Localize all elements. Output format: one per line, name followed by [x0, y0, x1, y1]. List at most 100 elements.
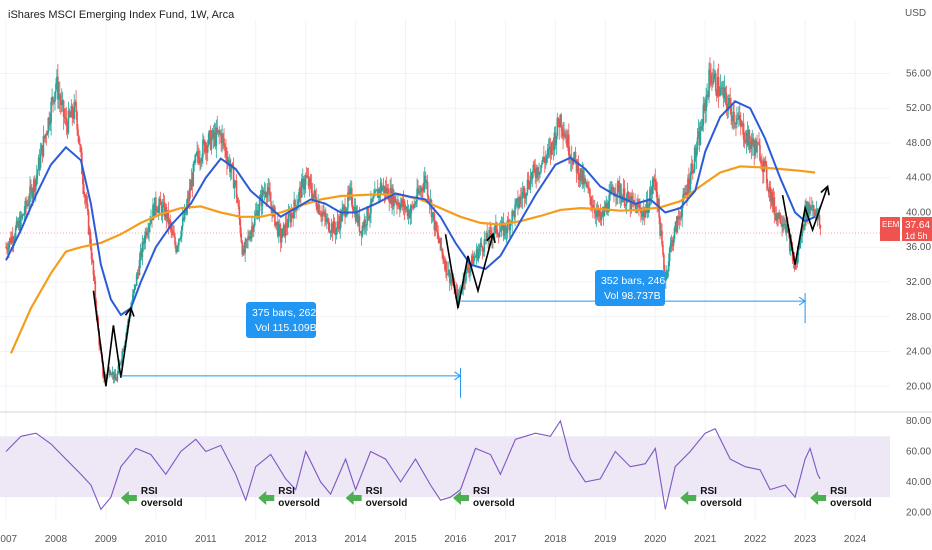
x-tick-label: 2015 — [394, 534, 417, 545]
candle-body — [811, 207, 813, 209]
candle-body — [44, 134, 47, 139]
candle-body — [785, 224, 787, 233]
candle-body — [110, 373, 113, 375]
candle-body — [577, 162, 580, 180]
candle-body — [204, 145, 207, 153]
candle-body — [657, 199, 659, 206]
candle-body — [82, 174, 84, 185]
candle-body — [600, 215, 603, 221]
candle-body — [154, 197, 156, 218]
candle-body — [522, 188, 525, 192]
candle-body — [394, 195, 396, 203]
candle-body — [673, 228, 676, 240]
candle-body — [72, 117, 75, 119]
candle-body — [300, 187, 302, 198]
candle-body — [694, 147, 697, 158]
candle-body — [155, 208, 158, 212]
zigzag-arrowhead — [486, 232, 496, 244]
candle-body — [665, 270, 668, 280]
candle-body — [557, 117, 560, 126]
y-tick-label: 56.00 — [906, 68, 931, 79]
candle-body — [269, 192, 271, 202]
candle-body — [86, 203, 89, 212]
candle-body — [669, 243, 672, 249]
candle-body — [646, 199, 649, 214]
left-arrow-icon — [810, 491, 827, 505]
candle-body — [226, 156, 228, 164]
candle-body — [192, 164, 195, 187]
candle-body — [533, 164, 536, 169]
candle-body — [150, 218, 152, 224]
candle-body — [229, 169, 232, 173]
candle-body — [541, 162, 543, 165]
candle-body — [329, 232, 332, 233]
candle-body — [477, 250, 480, 260]
candle-body — [502, 221, 505, 237]
candle-body — [591, 204, 593, 206]
candle-body — [140, 250, 143, 258]
candle-body — [747, 130, 750, 146]
candle-body — [668, 248, 671, 262]
candle-body — [691, 163, 694, 173]
candle-body — [804, 205, 806, 226]
candle-body — [444, 262, 446, 270]
fast-moving-average — [5, 100, 816, 317]
candle-body — [73, 102, 75, 119]
candle-body — [738, 115, 740, 119]
currency-label: USD — [905, 8, 926, 19]
candle-body — [655, 182, 658, 192]
candle-body — [798, 247, 801, 249]
x-tick-label: 2012 — [245, 534, 268, 545]
candle-body — [247, 236, 249, 240]
candle-body — [650, 189, 653, 195]
candle-body — [378, 189, 381, 193]
candle-body — [267, 187, 270, 193]
measure-box-2[interactable]: 352 bars, 2464d Vol 98.737B — [595, 270, 677, 306]
candle-body — [512, 210, 514, 212]
candle-body — [166, 210, 169, 219]
candle-body — [550, 142, 553, 155]
candle-body — [544, 157, 547, 164]
candle-body — [718, 94, 721, 96]
candle-body — [123, 346, 125, 352]
candle-body — [681, 205, 683, 217]
candle-body — [222, 134, 224, 139]
rsi-oversold-label-line2: oversold — [700, 498, 742, 509]
candle-body — [180, 236, 182, 239]
candle-body — [290, 213, 293, 223]
candle-body — [720, 87, 723, 89]
candle-body — [371, 198, 373, 202]
candle-body — [405, 206, 408, 209]
candle-body — [641, 212, 643, 217]
candle-body — [114, 373, 117, 381]
measure-box-1[interactable]: 375 bars, 2625d Vol 98.737B Vol 115.109B — [246, 302, 328, 338]
candle-body — [717, 77, 720, 96]
candle-body — [341, 209, 343, 222]
candle-body — [809, 204, 811, 210]
candle-body — [287, 213, 290, 227]
candle-body — [739, 120, 742, 127]
candle-body — [107, 369, 110, 372]
candle-body — [426, 181, 429, 197]
candle-body — [345, 214, 347, 217]
candle-body — [684, 192, 686, 195]
candle-body — [733, 111, 735, 123]
candle-body — [690, 163, 693, 172]
candle-body — [806, 202, 808, 220]
candle-body — [157, 205, 160, 213]
candle-body — [12, 240, 15, 243]
candle-body — [479, 242, 482, 248]
candle-body — [700, 126, 703, 130]
candle-body — [351, 204, 354, 210]
candle-body — [513, 211, 515, 218]
candle-body — [644, 210, 647, 218]
candle-body — [675, 222, 678, 232]
candle-body — [27, 204, 29, 206]
candle-body — [70, 106, 73, 118]
candle-body — [520, 197, 523, 199]
candle-body — [677, 216, 680, 220]
candle-body — [193, 162, 196, 165]
